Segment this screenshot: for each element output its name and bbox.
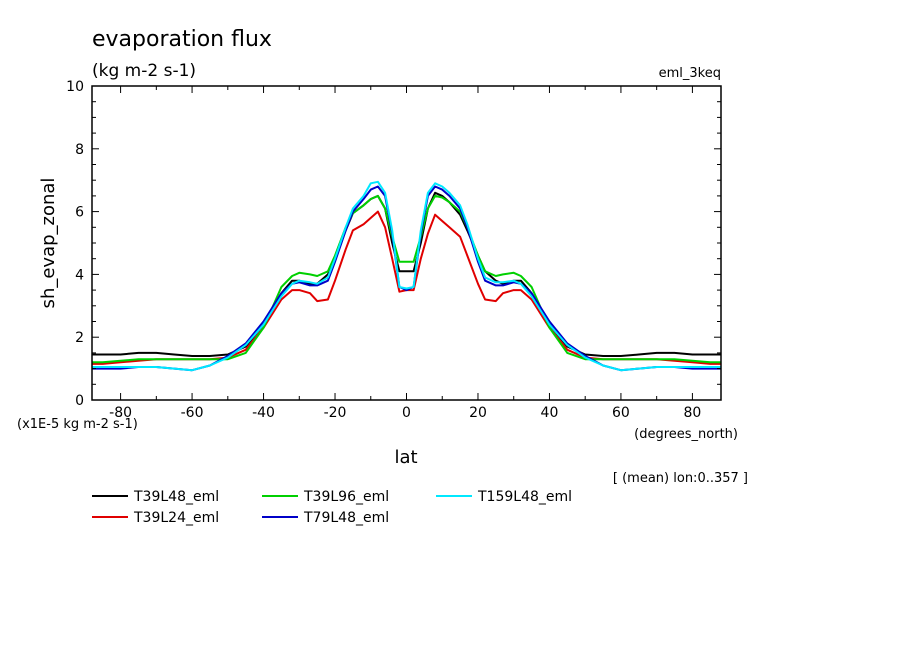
series-line-T39L48_eml — [92, 191, 721, 357]
plot-area — [92, 180, 721, 372]
x-tick-label: -80 — [109, 405, 132, 421]
chart-title: evaporation flux — [92, 27, 272, 52]
x-tick-label: -60 — [181, 405, 204, 421]
x-tick-label: 20 — [469, 405, 487, 421]
x-axis-label: lat — [394, 447, 417, 468]
x-tick-label: 40 — [541, 405, 559, 421]
series-line-T39L96_eml — [92, 194, 721, 364]
legend-label-T159L48_eml: T159L48_eml — [477, 489, 572, 505]
y-tick-label: 6 — [75, 205, 84, 221]
x-tick-label: -20 — [324, 405, 347, 421]
x-tick-label: 60 — [612, 405, 630, 421]
axes: -80 -60 -40 -20 0 20 40 60 80 0 2 4 6 8 10 — [66, 79, 721, 421]
y-tick-label: 10 — [66, 79, 84, 95]
x-tick-label: 80 — [683, 405, 701, 421]
legend-label-T39L24_eml: T39L24_eml — [133, 510, 219, 526]
legend: T39L48_eml T39L24_eml T39L96_eml T79L48_eml… — [92, 489, 572, 526]
experiment-label: eml_3keq — [659, 66, 721, 81]
legend-label-T39L48_eml: T39L48_eml — [133, 489, 219, 505]
y-tick-label: 8 — [75, 142, 84, 158]
chart-units-label: (kg m-2 s-1) — [92, 61, 196, 81]
y-tick-label: 2 — [75, 330, 84, 346]
series-line-T79L48_eml — [92, 185, 721, 372]
mean-note: [ (mean) lon:0..357 ] — [613, 471, 748, 486]
y-tick-label: 4 — [75, 267, 84, 283]
x-units-label: (degrees_north) — [634, 427, 738, 442]
x-tick-label: -40 — [252, 405, 275, 421]
y-tick-label: 0 — [75, 393, 84, 409]
x-tick-label: 0 — [402, 405, 411, 421]
series-line-T159L48_eml — [92, 180, 721, 372]
y-scale-note: (x1E-5 kg m-2 s-1) — [17, 417, 138, 432]
legend-label-T39L96_eml: T39L96_eml — [303, 489, 389, 505]
legend-label-T79L48_eml: T79L48_eml — [303, 510, 389, 526]
plot-frame — [91, 85, 722, 401]
y-axis-label: sh_evap_zonal — [38, 178, 59, 309]
